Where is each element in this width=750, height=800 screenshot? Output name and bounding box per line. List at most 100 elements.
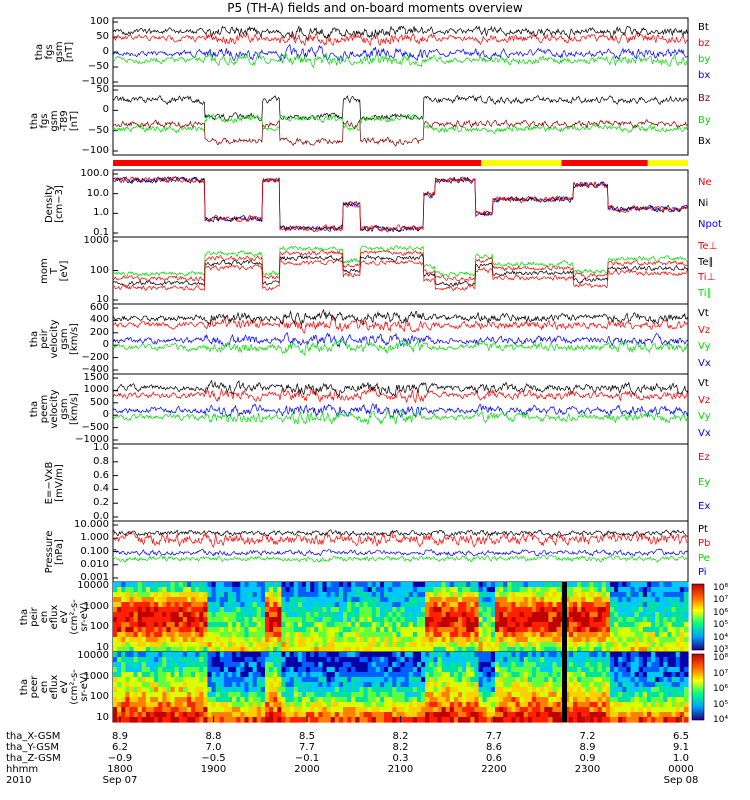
spectrogram-cell	[659, 712, 664, 718]
spectrogram-cell	[462, 657, 467, 663]
spectrogram-cell	[679, 587, 685, 593]
spectrogram-cell	[634, 667, 640, 673]
spectrogram-cell	[117, 657, 122, 663]
spectrogram-cell	[585, 602, 591, 608]
spectrogram-cell	[277, 647, 282, 653]
spectrogram-cell	[347, 607, 352, 613]
spectrogram-cell	[453, 597, 459, 603]
spectrogram-cell	[248, 637, 254, 643]
spectrogram-cell	[137, 637, 143, 643]
spectrogram-cell	[215, 632, 221, 638]
spectrogram-cell	[174, 582, 180, 588]
y-tick-label: 0.2	[93, 497, 109, 509]
spectrogram-cell	[334, 657, 340, 663]
spectrogram-cell	[601, 597, 607, 603]
spectrogram-cell	[129, 637, 135, 643]
spectrogram-cell	[490, 712, 496, 718]
spectrogram-cell	[474, 582, 480, 588]
spectrogram-cell	[659, 582, 664, 588]
spectrogram-cell	[125, 622, 131, 628]
y-axis-label-line: [cm−3]	[54, 184, 65, 223]
spectrogram-cell	[634, 597, 640, 603]
spectrogram-cell	[404, 642, 410, 648]
spectrogram-cell	[215, 682, 221, 688]
spectrogram-cell	[178, 602, 184, 608]
spectrogram-cell	[322, 697, 328, 703]
spectrogram-cell	[367, 662, 373, 668]
spectrogram-cell	[125, 707, 131, 713]
spectrogram-cell	[174, 612, 180, 618]
spectrogram-cell	[379, 662, 385, 668]
spectrogram-cell	[499, 717, 504, 723]
spectrogram-cell	[421, 682, 426, 688]
spectrogram-cell	[478, 702, 484, 708]
spectrogram-cell	[646, 627, 652, 633]
spectrogram-cell	[581, 702, 586, 708]
spectrogram-cell	[293, 582, 299, 588]
spectrogram-cell	[441, 702, 447, 708]
spectrogram-cell	[503, 582, 508, 588]
spectrogram-cell	[260, 647, 266, 653]
spectrogram-cell	[347, 672, 352, 678]
spectrogram-cell	[293, 702, 299, 708]
spectrogram-cell	[412, 672, 418, 678]
spectrogram-cell	[314, 617, 319, 623]
spectrogram-cell	[638, 642, 644, 648]
spectrogram-cell	[601, 637, 607, 643]
spectrogram-cell	[228, 597, 233, 603]
spectrogram-cell	[503, 617, 508, 623]
spectrogram-cell	[384, 637, 389, 643]
spectrogram-cell	[540, 607, 545, 613]
spectrogram-cell	[564, 612, 570, 618]
spectrogram-cell	[626, 602, 632, 608]
spectrogram-cell	[392, 677, 397, 683]
spectrogram-cell	[544, 702, 549, 708]
spectrogram-cell	[478, 672, 484, 678]
spectrogram-cell	[223, 677, 229, 683]
spectrogram-cell	[289, 687, 295, 693]
spectrogram-cell	[540, 712, 545, 718]
spectrogram-cell	[223, 612, 229, 618]
spectrogram-cell	[416, 707, 422, 713]
spectrogram-cell	[145, 622, 151, 628]
spectrogram-cell	[359, 707, 365, 713]
spectrogram-cell	[581, 642, 586, 648]
spectrogram-cell	[384, 612, 389, 618]
legend-by: by	[698, 54, 711, 65]
spectrogram-cell	[482, 617, 488, 623]
spectrogram-cell	[117, 607, 122, 613]
spectrogram-cell	[178, 672, 184, 678]
spectrogram-cell	[683, 667, 689, 673]
spectrogram-cell	[429, 692, 434, 698]
spectrogram-cell	[667, 607, 673, 613]
spectrogram-cell	[663, 687, 669, 693]
spectrogram-cell	[482, 642, 488, 648]
spectrogram-cell	[507, 612, 512, 618]
spectrogram-cell	[158, 682, 163, 688]
spectrogram-cell	[622, 692, 627, 698]
spectrogram-cell	[540, 592, 545, 598]
spectrogram-cell	[568, 672, 574, 678]
spectrogram-cell	[503, 692, 508, 698]
spectrogram-cell	[441, 662, 447, 668]
spectrogram-cell	[589, 662, 595, 668]
spectrogram-cell	[351, 597, 356, 603]
spectrogram-cell	[322, 712, 328, 718]
spectrogram-cell	[162, 592, 167, 598]
spectrogram-cell	[597, 627, 603, 633]
spectrogram-cell	[482, 692, 488, 698]
spectrogram-cell	[651, 672, 656, 678]
spectrogram-cell	[421, 632, 426, 638]
spectrogram-cell	[232, 692, 237, 698]
spectrogram-cell	[211, 587, 217, 593]
spectrogram-cell	[630, 682, 636, 688]
spectrogram-cell	[170, 697, 176, 703]
spectrogram-cell	[408, 602, 414, 608]
spectrogram-cell	[577, 692, 582, 698]
spectrogram-cell	[129, 642, 135, 648]
spectrogram-cell	[248, 662, 254, 668]
spectrogram-cell	[293, 617, 299, 623]
spectrogram-cell	[186, 637, 192, 643]
spectrogram-cell	[334, 642, 340, 648]
spectrogram-cell	[326, 697, 332, 703]
